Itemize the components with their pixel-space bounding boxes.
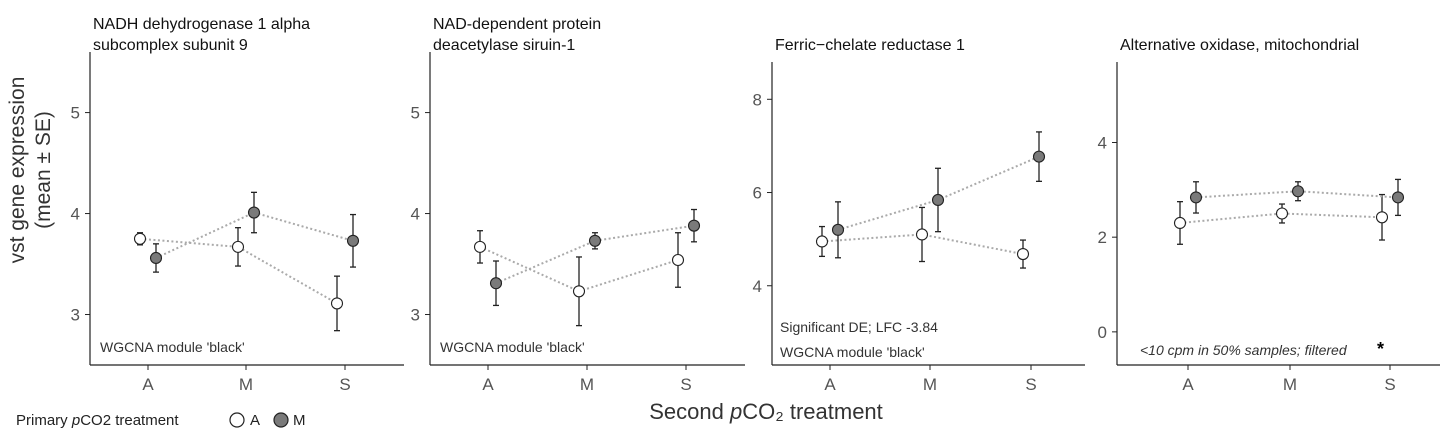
data-point-m: [931, 193, 945, 207]
y-tick-label: 0: [1098, 323, 1107, 342]
x-tick-label: A: [142, 375, 154, 394]
data-point-m: [1291, 185, 1305, 198]
data-point-a: [473, 240, 487, 253]
y-tick-label: 3: [411, 306, 420, 325]
data-point-m: [1391, 191, 1405, 204]
panel-2: NAD-dependent protein deacetylase siruin-…: [411, 16, 745, 394]
panel-title-line-2: subcomplex subunit 9: [93, 37, 248, 54]
data-point-m: [1032, 150, 1046, 163]
data-point-a: [815, 235, 829, 248]
y-tick-label: 2: [1098, 228, 1107, 247]
y-tick-label: 3: [71, 306, 80, 325]
y-tick-label: 6: [753, 184, 762, 203]
data-point-m: [346, 234, 360, 247]
panel-4: Alternative oxidase, mitochondrial 0 2 4 A M S…: [1098, 37, 1440, 394]
data-point-m: [149, 251, 163, 265]
data-point-a: [330, 297, 344, 310]
x-axis-label-post: CO₂ treatment: [742, 399, 883, 424]
y-tick-label: 4: [753, 277, 762, 296]
x-tick-label: A: [824, 375, 836, 394]
x-tick-label: M: [1283, 375, 1297, 394]
y-tick-label: 5: [411, 104, 420, 123]
x-axis-label-italic: p: [729, 399, 742, 424]
data-point-m: [588, 234, 602, 247]
x-tick-label: M: [923, 375, 937, 394]
legend-marker-a: [229, 412, 245, 428]
y-axis-label-line2: (mean ± SE): [32, 111, 55, 229]
y-tick-label: 4: [71, 205, 80, 224]
y-tick-label: 4: [411, 205, 420, 224]
data-point-m: [247, 206, 261, 219]
legend-title-pre: Primary: [16, 412, 72, 429]
legend-title-italic: p: [71, 412, 80, 429]
panel-title-line-1: NAD-dependent protein: [433, 16, 601, 33]
data-point-a: [231, 240, 245, 253]
data-point-m: [831, 223, 845, 236]
data-point-a: [915, 228, 929, 241]
panel-annotation: Significant DE; LFC -3.84: [780, 319, 938, 335]
legend-label-m: M: [293, 412, 306, 429]
panel-3: Ferric−chelate reductase 1 4 6 8 A M S Signific…: [753, 37, 1085, 394]
legend: Primary pCO2 treatment A M: [16, 412, 306, 429]
panel-title-line-1: Alternative oxidase, mitochondrial: [1120, 37, 1359, 54]
y-tick-label: 8: [753, 90, 762, 109]
y-tick-label: 5: [71, 104, 80, 123]
data-point-a: [1375, 211, 1389, 224]
x-tick-label: S: [1025, 375, 1036, 394]
y-axis-label-line1: vst gene expression: [6, 77, 29, 264]
x-tick-label: A: [1182, 375, 1194, 394]
legend-label-a: A: [250, 412, 260, 429]
series-line-a: [139, 237, 338, 305]
x-tick-label: A: [482, 375, 494, 394]
panel-title-line-1: NADH dehydrogenase 1 alpha: [93, 16, 310, 33]
data-point-a: [1016, 248, 1030, 261]
panel-annotation: WGCNA module 'black': [780, 344, 925, 360]
data-point-a: [671, 253, 685, 267]
filtered-star: *: [1377, 339, 1384, 359]
legend-title: Primary pCO2 treatment: [16, 412, 179, 429]
panel-annotation: WGCNA module 'black': [440, 339, 585, 355]
x-axis-label-pre: Second: [649, 399, 730, 424]
legend-marker-m: [273, 412, 289, 428]
legend-title-post: CO2 treatment: [80, 412, 179, 429]
panel-title-line-2: deacetylase siruin-1: [433, 37, 575, 54]
y-tick-label: 4: [1098, 133, 1107, 152]
x-tick-label: S: [1384, 375, 1395, 394]
x-tick-label: M: [580, 375, 594, 394]
data-point-a: [1173, 216, 1187, 230]
panels: NADH dehydrogenase 1 alpha subcomplex sub…: [71, 16, 1440, 394]
data-point-m: [687, 219, 701, 232]
data-point-a: [133, 232, 147, 245]
data-point-a: [572, 285, 586, 298]
x-axis-label: Second pCO₂ treatment: [649, 399, 883, 424]
x-tick-label: M: [239, 375, 253, 394]
data-point-m: [1189, 191, 1203, 204]
x-tick-label: S: [339, 375, 350, 394]
x-tick-label: S: [680, 375, 691, 394]
panel-annotation: WGCNA module 'black': [100, 339, 245, 355]
panel-annotation: <10 cpm in 50% samples; filtered: [1140, 342, 1348, 358]
data-point-a: [1275, 207, 1289, 220]
data-point-m: [489, 277, 503, 290]
panel-1: NADH dehydrogenase 1 alpha subcomplex sub…: [71, 16, 404, 394]
panel-title-line-1: Ferric−chelate reductase 1: [775, 37, 965, 54]
